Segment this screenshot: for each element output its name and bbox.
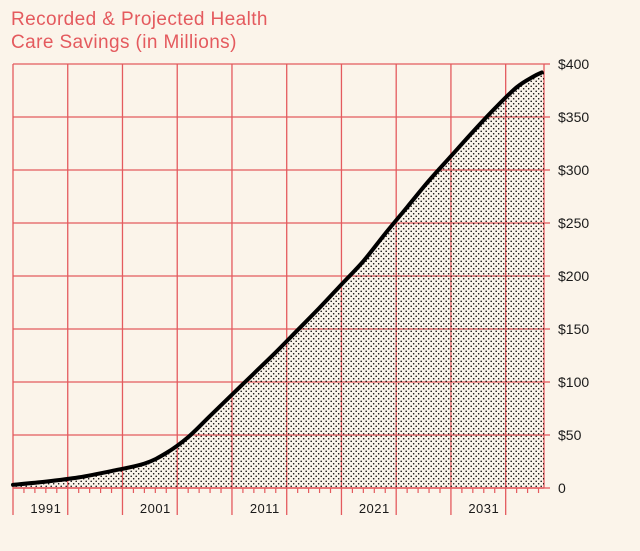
- x-tick-label: 2011: [250, 501, 280, 516]
- y-tick-label: $400: [558, 56, 589, 72]
- chart-title-line-2: Care Savings (in Millions): [11, 32, 237, 53]
- y-tick-label: 0: [558, 480, 566, 496]
- y-tick-label: $200: [558, 268, 589, 284]
- x-axis: 1991 2001 2011 2021 2031: [12, 487, 544, 516]
- y-tick-label: $150: [558, 321, 589, 337]
- y-axis: 0 $50 $100 $150 $200 $250 $300 $350 $400: [544, 56, 589, 496]
- x-tick-label: 1991: [30, 501, 61, 516]
- y-tick-label: $50: [558, 427, 582, 443]
- y-tick-label: $300: [558, 162, 589, 178]
- area-fill: [13, 72, 544, 488]
- y-tick-label: $350: [558, 109, 589, 125]
- series-line: [11, 70, 544, 487]
- x-tick-label: 2001: [140, 501, 171, 516]
- x-tick-label: 2031: [468, 501, 499, 516]
- chart-title: Recorded & Projected Health Care Savings…: [11, 8, 268, 54]
- y-tick-label: $100: [558, 374, 589, 390]
- chart-title-line-1: Recorded & Projected Health: [11, 9, 268, 30]
- y-tick-label: $250: [558, 215, 589, 231]
- x-tick-label: 2021: [359, 501, 390, 516]
